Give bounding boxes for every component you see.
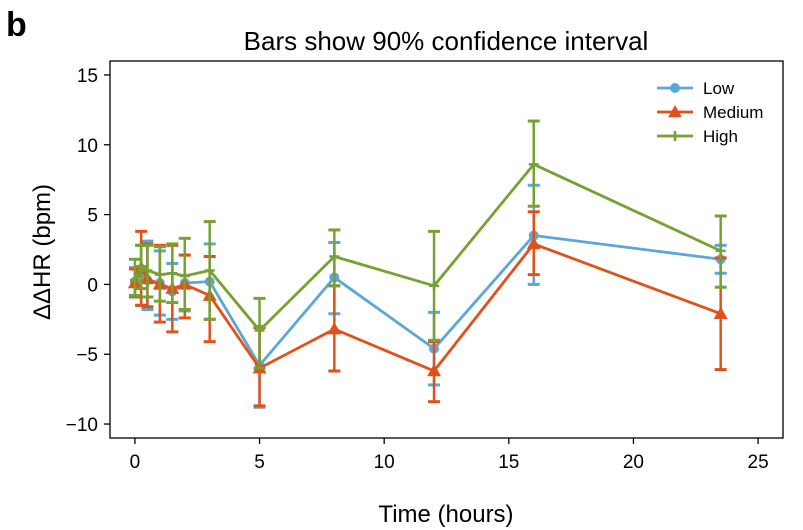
legend-marker: [670, 83, 680, 93]
x-tick-label: 0: [130, 452, 141, 473]
data-point: [154, 269, 165, 280]
y-tick-label: −5: [76, 345, 98, 366]
x-tick-label: 10: [374, 452, 395, 473]
data-point: [327, 322, 342, 335]
data-point: [204, 265, 215, 276]
legend-label: High: [703, 127, 738, 146]
y-tick-label: 0: [87, 275, 98, 296]
data-point: [715, 245, 726, 256]
data-point: [167, 268, 178, 279]
data-point: [179, 271, 190, 282]
plot-area: [127, 119, 728, 409]
series-medium: [127, 210, 728, 408]
legend-item-high: High: [657, 127, 738, 146]
legend-marker: [670, 131, 680, 141]
data-point: [429, 280, 440, 291]
data-point: [427, 363, 442, 377]
data-point: [528, 159, 539, 170]
data-point: [129, 275, 140, 286]
y-tick-label: −10: [66, 415, 98, 436]
data-point: [254, 325, 265, 336]
axis-ticks: 0 5 10 15 20 25 −10 −5 0 5 10 15: [66, 66, 769, 473]
legend: Low Medium High: [657, 79, 763, 146]
data-point: [329, 251, 340, 262]
x-tick-label: 15: [498, 452, 519, 473]
series-low: [128, 183, 727, 409]
legend-item-medium: Medium: [657, 103, 763, 122]
series-high: [128, 119, 727, 370]
series-line: [133, 234, 721, 367]
x-tick-label: 25: [748, 452, 769, 473]
data-point: [526, 236, 541, 250]
data-point: [713, 306, 728, 319]
x-axis-label: Time (hours): [378, 501, 513, 528]
chart-title: Bars show 90% confidence interval: [244, 26, 649, 56]
plot-frame: [109, 60, 784, 439]
legend-marker: [668, 105, 682, 118]
y-tick-label: 5: [87, 206, 98, 227]
data-point: [136, 261, 147, 272]
data-point: [142, 265, 153, 276]
legend-label: Low: [703, 79, 735, 98]
x-tick-label: 5: [254, 452, 265, 473]
legend-label: Medium: [703, 103, 763, 122]
x-tick-label: 20: [623, 452, 644, 473]
y-tick-label: 15: [77, 66, 98, 87]
y-axis-label: ΔΔHR (bpm): [29, 184, 56, 320]
legend-item-low: Low: [657, 79, 735, 98]
y-tick-label: 10: [77, 136, 98, 157]
panel-label: b: [6, 6, 27, 44]
series-line: [133, 242, 722, 373]
